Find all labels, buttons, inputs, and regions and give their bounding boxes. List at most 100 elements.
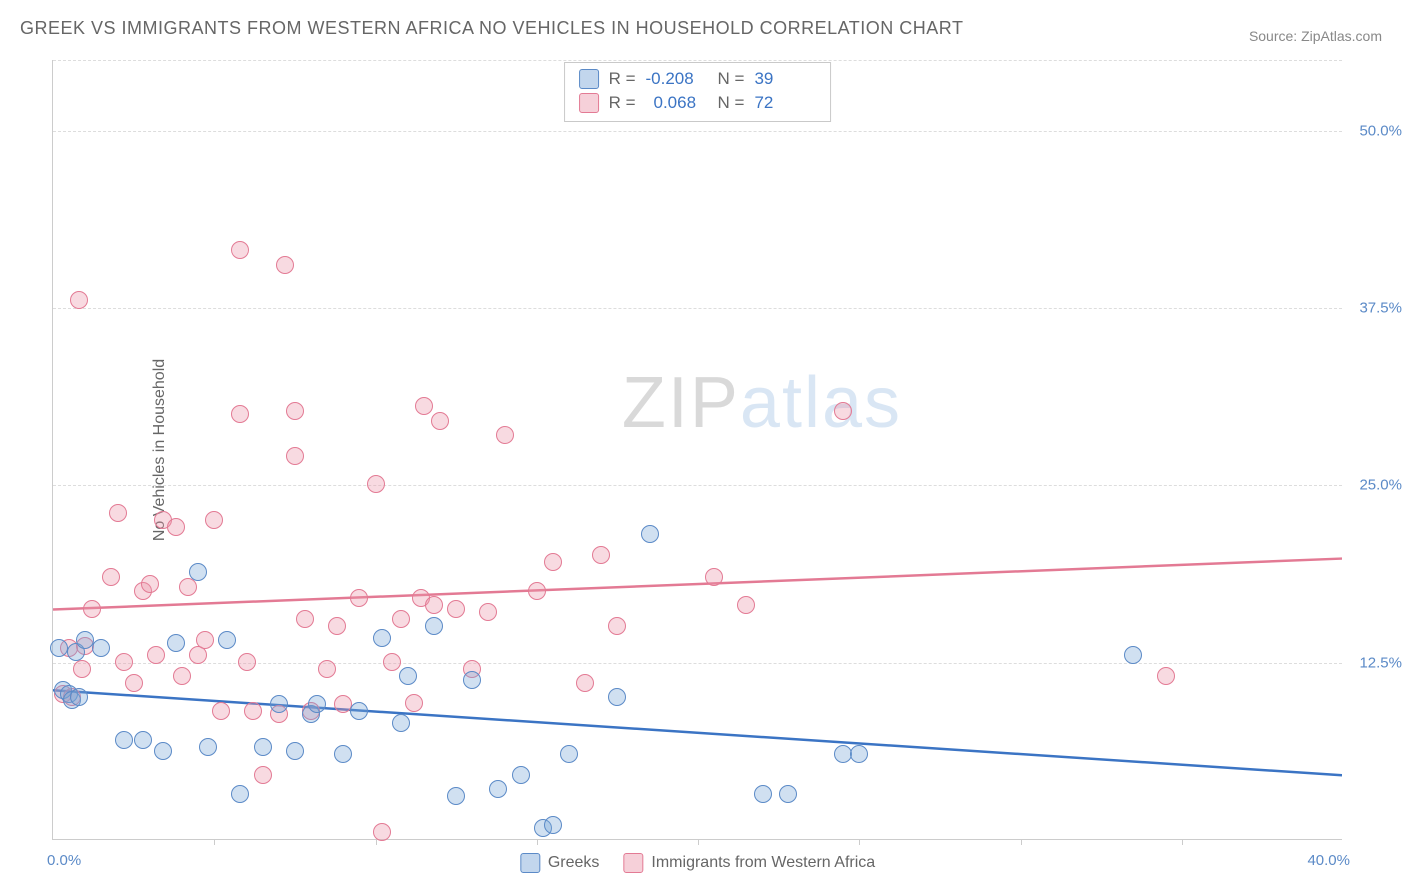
scatter-point-pink xyxy=(296,610,314,628)
x-axis-min-label: 0.0% xyxy=(47,852,81,869)
scatter-point-pink xyxy=(528,582,546,600)
legend-R-label: R = xyxy=(609,69,636,89)
scatter-point-blue xyxy=(447,787,465,805)
scatter-point-blue xyxy=(334,745,352,763)
scatter-point-pink xyxy=(576,674,594,692)
scatter-point-blue xyxy=(154,742,172,760)
scatter-point-blue xyxy=(754,785,772,803)
scatter-point-pink xyxy=(205,511,223,529)
scatter-point-pink xyxy=(415,397,433,415)
scatter-point-blue xyxy=(134,731,152,749)
watermark-part2: atlas xyxy=(740,363,902,443)
x-tick xyxy=(376,839,377,845)
scatter-point-pink xyxy=(109,504,127,522)
scatter-point-pink xyxy=(705,568,723,586)
legend-label-greeks: Greeks xyxy=(548,854,600,872)
regression-line-blue xyxy=(53,690,1342,775)
scatter-point-pink xyxy=(544,553,562,571)
scatter-point-pink xyxy=(141,575,159,593)
swatch-pink-icon xyxy=(579,93,599,113)
scatter-point-blue xyxy=(115,731,133,749)
scatter-point-pink xyxy=(350,589,368,607)
scatter-point-pink xyxy=(373,823,391,841)
legend-series: Greeks Immigrants from Western Africa xyxy=(520,853,875,873)
regression-line-pink xyxy=(53,559,1342,610)
scatter-point-pink xyxy=(405,694,423,712)
regression-lines-layer xyxy=(53,60,1342,839)
scatter-point-pink xyxy=(447,600,465,618)
scatter-point-pink xyxy=(608,617,626,635)
scatter-point-blue xyxy=(254,738,272,756)
scatter-point-pink xyxy=(102,568,120,586)
legend-pink-R: 0.068 xyxy=(646,93,708,113)
chart-plot-area: No Vehicles in Household ZIPatlas R = -0… xyxy=(52,60,1342,840)
scatter-point-pink xyxy=(318,660,336,678)
legend-N-label-2: N = xyxy=(718,93,745,113)
scatter-point-blue xyxy=(286,742,304,760)
scatter-point-pink xyxy=(173,667,191,685)
scatter-point-pink xyxy=(367,475,385,493)
scatter-point-blue xyxy=(167,634,185,652)
scatter-point-blue xyxy=(392,714,410,732)
y-tick-label: 12.5% xyxy=(1359,654,1402,671)
scatter-point-blue xyxy=(92,639,110,657)
scatter-point-pink xyxy=(147,646,165,664)
legend-stats-row-pink: R = 0.068 N = 72 xyxy=(579,91,817,115)
scatter-point-blue xyxy=(463,671,481,689)
legend-item-greeks: Greeks xyxy=(520,853,600,873)
y-tick-label: 37.5% xyxy=(1359,300,1402,317)
legend-pink-N: 72 xyxy=(754,93,816,113)
scatter-point-pink xyxy=(425,596,443,614)
y-tick-label: 25.0% xyxy=(1359,477,1402,494)
scatter-point-blue xyxy=(218,631,236,649)
scatter-point-pink xyxy=(231,241,249,259)
scatter-point-pink xyxy=(238,653,256,671)
gridline xyxy=(53,485,1342,486)
x-tick xyxy=(214,839,215,845)
scatter-point-blue xyxy=(425,617,443,635)
scatter-point-blue xyxy=(641,525,659,543)
scatter-point-pink xyxy=(383,653,401,671)
scatter-point-pink xyxy=(592,546,610,564)
scatter-point-blue xyxy=(199,738,217,756)
scatter-point-pink xyxy=(328,617,346,635)
scatter-point-pink xyxy=(244,702,262,720)
scatter-point-pink xyxy=(496,426,514,444)
gridline xyxy=(53,308,1342,309)
x-tick xyxy=(698,839,699,845)
scatter-point-blue xyxy=(373,629,391,647)
scatter-point-blue xyxy=(270,695,288,713)
scatter-point-pink xyxy=(254,766,272,784)
swatch-blue-icon xyxy=(579,69,599,89)
scatter-point-blue xyxy=(608,688,626,706)
legend-label-immigrants: Immigrants from Western Africa xyxy=(651,854,875,872)
scatter-point-blue xyxy=(850,745,868,763)
scatter-point-pink xyxy=(115,653,133,671)
scatter-point-blue xyxy=(50,639,68,657)
scatter-point-blue xyxy=(231,785,249,803)
scatter-point-blue xyxy=(1124,646,1142,664)
scatter-point-blue xyxy=(779,785,797,803)
scatter-point-blue xyxy=(399,667,417,685)
watermark: ZIPatlas xyxy=(622,362,902,444)
scatter-point-pink xyxy=(479,603,497,621)
scatter-point-pink xyxy=(231,405,249,423)
scatter-point-pink xyxy=(73,660,91,678)
gridline xyxy=(53,60,1342,61)
scatter-point-pink xyxy=(286,447,304,465)
scatter-point-pink xyxy=(196,631,214,649)
x-tick xyxy=(859,839,860,845)
scatter-point-pink xyxy=(834,402,852,420)
gridline xyxy=(53,131,1342,132)
x-tick xyxy=(537,839,538,845)
source-attribution: Source: ZipAtlas.com xyxy=(1249,28,1382,44)
legend-blue-R: -0.208 xyxy=(646,69,708,89)
scatter-point-blue xyxy=(560,745,578,763)
swatch-pink-icon xyxy=(623,853,643,873)
scatter-point-pink xyxy=(286,402,304,420)
legend-stats-row-blue: R = -0.208 N = 39 xyxy=(579,67,817,91)
scatter-point-pink xyxy=(83,600,101,618)
legend-R-label-2: R = xyxy=(609,93,636,113)
scatter-point-pink xyxy=(431,412,449,430)
scatter-point-pink xyxy=(737,596,755,614)
